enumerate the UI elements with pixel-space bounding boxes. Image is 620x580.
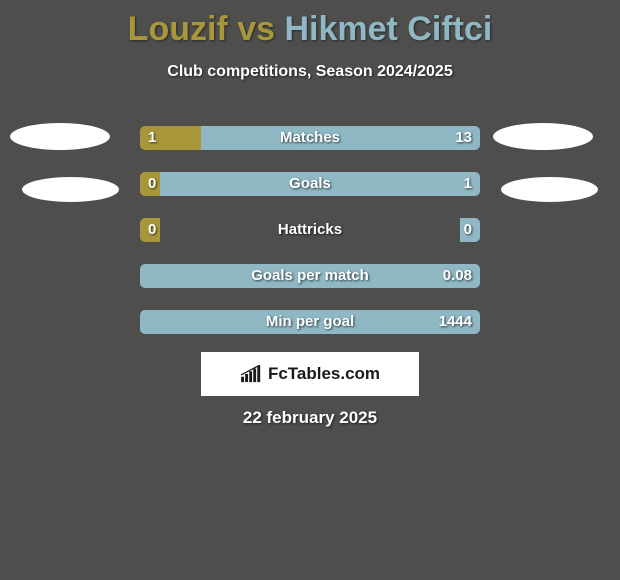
date-label: 22 february 2025 [0, 408, 620, 428]
stat-bar: Goals per match0.08 [140, 264, 480, 288]
stat-bar: Goals0 1 [140, 172, 480, 196]
stats-bars: Matches113Goals01Hattricks00Goals per ma… [140, 126, 480, 356]
logo-box: FcTables.com [201, 352, 419, 396]
club-badge-placeholder [10, 123, 110, 150]
stat-bar-label: Goals [140, 175, 480, 192]
stat-bar-right-value: 0 [464, 221, 472, 238]
logo: FcTables.com [240, 364, 380, 384]
stat-bar-left-value: 1 [148, 129, 156, 146]
stat-bar-label: Matches [140, 129, 480, 146]
stat-bar-right-value: 1444 [439, 313, 472, 330]
stat-bar-right-value: 0.08 [443, 267, 472, 284]
stat-bar-right-value: 13 [455, 129, 472, 146]
stat-bar-label: Goals per match [140, 267, 480, 284]
page-title: Louzif vs Hikmet Ciftci [0, 0, 620, 49]
title-player2: Hikmet Ciftci [284, 10, 492, 48]
stat-bar: Min per goal1444 [140, 310, 480, 334]
club-badge-placeholder [501, 177, 598, 202]
stat-bar-right-value: 1 [464, 175, 472, 192]
stat-bar-left-value: 0 [148, 175, 156, 192]
bar-chart-icon [240, 365, 262, 383]
club-badge-placeholder [22, 177, 119, 202]
stat-bar-label: Min per goal [140, 313, 480, 330]
stat-bar-label: Hattricks [140, 221, 480, 238]
title-player1: Louzif [128, 10, 228, 48]
stat-bar: Matches1 13 [140, 126, 480, 150]
subtitle: Club competitions, Season 2024/2025 [0, 63, 620, 81]
club-badge-placeholder [493, 123, 593, 150]
stat-bar: Hattricks0 0 [140, 218, 480, 242]
title-vs: vs [237, 10, 275, 48]
logo-text: FcTables.com [268, 364, 380, 384]
stat-bar-left-value: 0 [148, 221, 156, 238]
